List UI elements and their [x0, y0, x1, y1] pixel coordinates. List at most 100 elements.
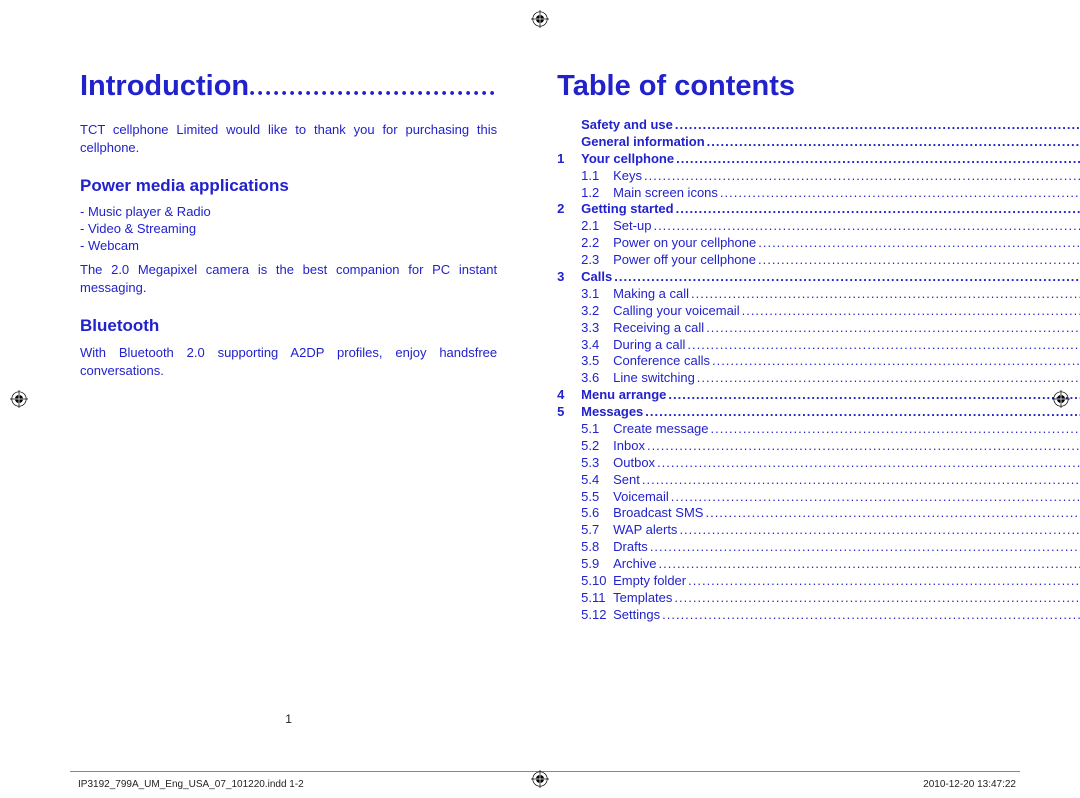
toc-chapter: 2Getting started........................… — [557, 201, 1080, 218]
toc-leader-dots: ........................................… — [711, 421, 1080, 438]
toc-label: Conference calls — [613, 353, 710, 370]
toc-leader-dots: ........................................… — [691, 286, 1080, 303]
toc-subentry: 2.2Power on your cellphone..............… — [557, 235, 1080, 252]
toc-leader-dots: ........................................… — [705, 505, 1080, 522]
toc-number: 1.1 — [581, 168, 613, 185]
toc-number: 5.5 — [581, 489, 613, 506]
toc-number: 5 — [557, 404, 581, 421]
toc-subentry: 3.5Conference calls.....................… — [557, 353, 1080, 370]
page-spread: Introduction ...........................… — [0, 0, 1080, 798]
toc-leader-dots: ........................................… — [676, 151, 1080, 168]
toc-leader-dots: ........................................… — [653, 218, 1080, 235]
toc-number: 4 — [557, 387, 581, 404]
toc-subentry: 5.5Voicemail............................… — [557, 489, 1080, 506]
toc-number: 5.4 — [581, 472, 613, 489]
toc-subentry: 3.2Calling your voicemail...............… — [557, 303, 1080, 320]
bullet-item: - Webcam — [80, 238, 497, 253]
toc-subentry: 1.2Main screen icons....................… — [557, 185, 1080, 202]
toc-label: Archive — [613, 556, 656, 573]
toc-label: Calls — [581, 269, 612, 286]
toc-number: 5.9 — [581, 556, 613, 573]
toc-label: During a call — [613, 337, 685, 354]
toc-subentry: 2.1Set-up...............................… — [557, 218, 1080, 235]
intro-title: Introduction — [80, 70, 249, 103]
toc-chapter: 4Menu arrange...........................… — [557, 387, 1080, 404]
registration-mark-icon — [531, 10, 549, 28]
toc-number: 5.2 — [581, 438, 613, 455]
camera-paragraph: The 2.0 Megapixel camera is the best com… — [80, 261, 497, 296]
registration-mark-icon — [1052, 390, 1070, 408]
toc-subentry: 3.3Receiving a call.....................… — [557, 320, 1080, 337]
intro-title-row: Introduction ...........................… — [80, 70, 497, 103]
toc-number: 3.1 — [581, 286, 613, 303]
toc-subentry: 5.8Drafts...............................… — [557, 539, 1080, 556]
toc-label: Menu arrange — [581, 387, 666, 404]
toc-subentry: 2.3Power off your cellphone.............… — [557, 252, 1080, 269]
toc-leader-dots: ........................................… — [720, 185, 1080, 202]
toc-leader-dots: ........................................… — [674, 590, 1080, 607]
toc-label: Receiving a call — [613, 320, 704, 337]
toc-number: 5.7 — [581, 522, 613, 539]
toc-number: 5.12 — [581, 607, 613, 624]
toc-leader-dots: ........................................… — [688, 573, 1080, 590]
toc-number: 3 — [557, 269, 581, 286]
registration-mark-icon — [531, 770, 549, 788]
toc-label: Create message — [613, 421, 708, 438]
toc-leader-dots: ........................................… — [647, 438, 1080, 455]
toc-subentry: 5.2Inbox................................… — [557, 438, 1080, 455]
toc-subentry: 5.4Sent.................................… — [557, 472, 1080, 489]
toc-leader-dots: ........................................… — [650, 539, 1080, 556]
toc-title: Table of contents — [557, 70, 1080, 103]
toc-leader-dots: ........................................… — [675, 117, 1080, 134]
left-page-number: 1 — [80, 712, 527, 726]
toc-leader-dots: ........................................… — [614, 269, 1080, 286]
toc-leader-dots: ........................................… — [662, 607, 1080, 624]
toc-subentry: 5.3Outbox...............................… — [557, 455, 1080, 472]
bluetooth-paragraph: With Bluetooth 2.0 supporting A2DP profi… — [80, 344, 497, 379]
toc-leader-dots: ........................................… — [758, 252, 1080, 269]
toc-subentry: 3.4During a call........................… — [557, 337, 1080, 354]
toc-label: General information — [581, 134, 705, 151]
toc-label: Voicemail — [613, 489, 669, 506]
toc-chapter: 5Messages...............................… — [557, 404, 1080, 421]
toc-number: 3.2 — [581, 303, 613, 320]
toc-leader-dots: ........................................… — [712, 353, 1080, 370]
toc-label: Getting started — [581, 201, 673, 218]
toc-number: 3.5 — [581, 353, 613, 370]
toc-label: Main screen icons — [613, 185, 718, 202]
toc-label: Messages — [581, 404, 643, 421]
intro-paragraph: TCT cellphone Limited would like to than… — [80, 121, 497, 156]
right-page: Table of contents Safety and use........… — [527, 70, 1080, 778]
toc-label: Sent — [613, 472, 640, 489]
toc-subentry: 5.11Templates...........................… — [557, 590, 1080, 607]
toc-leader-dots: ........................................… — [687, 337, 1080, 354]
toc-subentry: 5.1Create message.......................… — [557, 421, 1080, 438]
toc-leader-dots: ........................................… — [758, 235, 1080, 252]
toc-label: Your cellphone — [581, 151, 674, 168]
toc-number: 3.3 — [581, 320, 613, 337]
bluetooth-heading: Bluetooth — [80, 316, 497, 336]
toc-leader-dots: ........................................… — [645, 404, 1080, 421]
power-media-bullets: - Music player & Radio- Video & Streamin… — [80, 204, 497, 255]
toc-label: Line switching — [613, 370, 695, 387]
toc-leader-dots: ........................................… — [642, 472, 1080, 489]
toc-number: 2.1 — [581, 218, 613, 235]
toc-leader-dots: ........................................… — [706, 320, 1080, 337]
bullet-item: - Music player & Radio — [80, 204, 497, 219]
toc-subentry: 5.9Archive..............................… — [557, 556, 1080, 573]
registration-mark-icon — [10, 390, 28, 408]
toc-chapter: General information.....................… — [557, 134, 1080, 151]
toc-leader-dots: ........................................… — [707, 134, 1080, 151]
toc-label: Making a call — [613, 286, 689, 303]
toc-number: 2 — [557, 201, 581, 218]
toc-label: Keys — [613, 168, 642, 185]
toc-number: 3.4 — [581, 337, 613, 354]
toc-subentry: 5.7WAP alerts...........................… — [557, 522, 1080, 539]
toc-leader-dots: ........................................… — [668, 387, 1080, 404]
toc-label: Power off your cellphone — [613, 252, 756, 269]
toc-leader-dots: ........................................… — [676, 201, 1080, 218]
toc-number: 2.2 — [581, 235, 613, 252]
toc-label: Drafts — [613, 539, 648, 556]
toc-number: 5.10 — [581, 573, 613, 590]
toc-number: 5.6 — [581, 505, 613, 522]
